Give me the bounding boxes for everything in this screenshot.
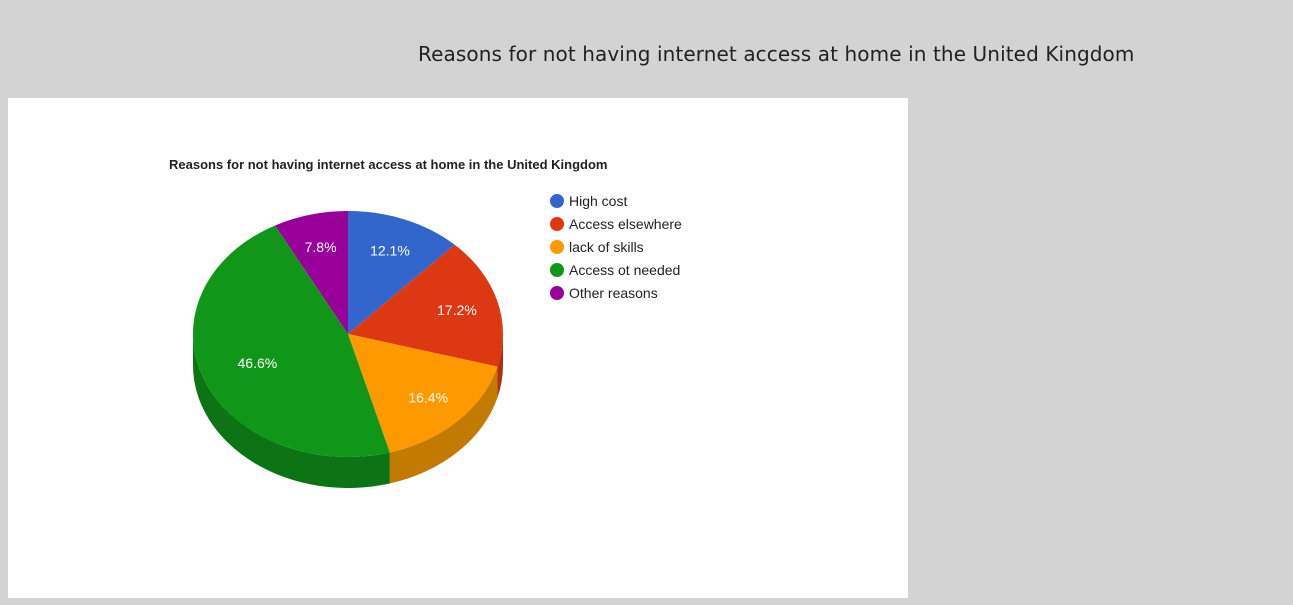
slice-label-lack-of-skills: 16.4% <box>408 389 448 405</box>
slice-label-access-ot-needed: 46.6% <box>238 355 278 371</box>
pie-side-lack-of-skills <box>389 366 498 484</box>
chart-card: Reasons for not having internet access a… <box>8 98 908 598</box>
legend-swatch-access-ot-needed <box>550 263 564 277</box>
chart-legend: High cost Access elsewhere lack of skills A… <box>550 193 682 301</box>
slice-label-access-elsewhere: 17.2% <box>437 302 477 318</box>
slice-label-high-cost: 12.1% <box>370 243 410 259</box>
pie-slices <box>192 211 503 458</box>
page-heading: Reasons for not having internet access a… <box>418 42 1135 66</box>
pie-side-access-elsewhere <box>497 334 503 398</box>
slice-label-other-reasons: 7.8% <box>305 239 337 255</box>
legend-label-access-elsewhere[interactable]: Access elsewhere <box>569 216 682 232</box>
pie-chart: Reasons for not having internet access a… <box>169 157 682 488</box>
pie-side-access-ot-needed <box>193 334 390 488</box>
chart-title: Reasons for not having internet access a… <box>169 157 607 172</box>
legend-label-high-cost[interactable]: High cost <box>569 193 627 209</box>
legend-swatch-lack-of-skills <box>550 240 564 254</box>
legend-label-other-reasons[interactable]: Other reasons <box>569 285 658 301</box>
pie-slice-lack-of-skills[interactable] <box>348 334 498 453</box>
pie-sides <box>193 334 503 488</box>
legend-label-lack-of-skills[interactable]: lack of skills <box>569 239 644 255</box>
pie-labels: 12.1% 17.2% 16.4% 46.6% 7.8% <box>238 239 477 405</box>
pie-slice-access-ot-needed[interactable] <box>192 225 390 458</box>
legend-swatch-other-reasons <box>550 286 564 300</box>
legend-swatch-access-elsewhere <box>550 217 564 231</box>
pie-slice-other-reasons[interactable] <box>275 211 348 334</box>
pie-slice-high-cost[interactable] <box>348 211 455 334</box>
pie-slice-access-elsewhere[interactable] <box>348 244 503 367</box>
legend-label-access-ot-needed[interactable]: Access ot needed <box>569 262 680 278</box>
legend-swatch-high-cost <box>550 194 564 208</box>
